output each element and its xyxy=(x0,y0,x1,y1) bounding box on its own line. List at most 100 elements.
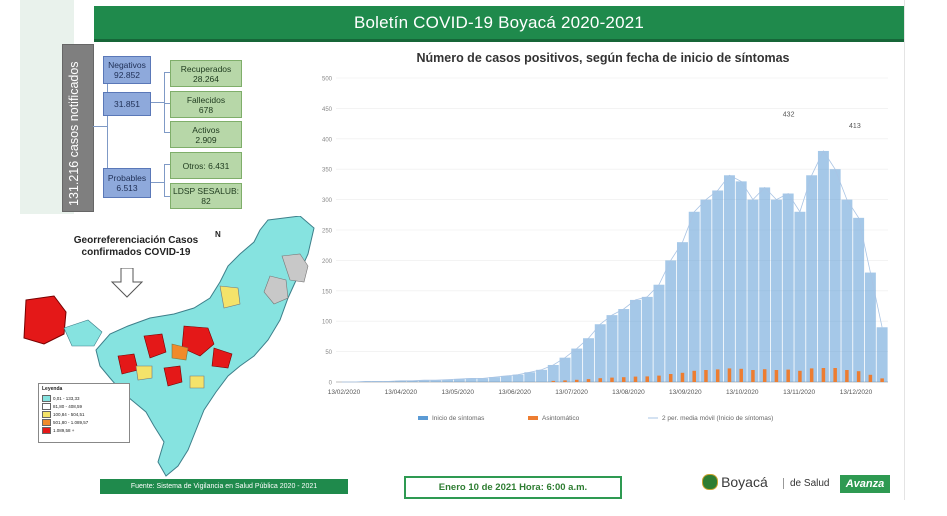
bar xyxy=(512,374,524,382)
asymptomatic-bar xyxy=(798,370,802,382)
otros-label: Otros: 6.431 xyxy=(182,160,230,171)
bar xyxy=(688,211,700,382)
bar xyxy=(618,309,630,382)
bar xyxy=(395,380,407,382)
asymptomatic-bar xyxy=(598,378,603,382)
bar xyxy=(817,150,829,382)
map-region xyxy=(135,365,153,381)
bar xyxy=(794,211,806,382)
y-tick-label: 100 xyxy=(322,320,333,326)
bar xyxy=(547,364,559,382)
y-tick-label: 200 xyxy=(322,259,333,265)
legend-label: 100,84 - 504,51 xyxy=(53,412,85,417)
connector xyxy=(150,102,164,103)
asymptomatic-bar xyxy=(762,369,767,382)
boyaca-logo: Boyacá xyxy=(702,474,768,490)
map-arrow-icon xyxy=(110,268,144,298)
bar xyxy=(536,369,548,382)
bar xyxy=(700,199,712,382)
legend-label: 2 per. media móvil (Inicio de síntomas) xyxy=(662,415,773,422)
negativos-label: Negativos xyxy=(108,60,146,70)
y-tick-label: 300 xyxy=(322,198,333,204)
x-tick-label: 13/07/2020 xyxy=(555,389,588,396)
confirmados-box: 31.851 xyxy=(103,92,151,116)
legend-label: 81,80 - 408,59 xyxy=(53,404,83,409)
peak-label: 432 xyxy=(783,111,795,118)
asymptomatic-bar xyxy=(551,380,556,382)
map-title: Georreferenciación Casos confirmados COV… xyxy=(73,235,199,258)
asymptomatic-bar xyxy=(621,377,626,382)
asymptomatic-bar xyxy=(563,380,567,382)
bar xyxy=(489,377,501,382)
bar xyxy=(442,379,454,382)
bar xyxy=(864,272,876,382)
boyaca-seal-icon xyxy=(702,474,718,490)
recuperados-value: 28.264 xyxy=(193,73,219,84)
connector xyxy=(164,103,170,104)
asymptomatic-bar xyxy=(786,369,790,382)
negativos-value: 92.852 xyxy=(114,70,140,80)
recuperados-box: Recuperados 28.264 xyxy=(170,60,242,87)
map-region xyxy=(281,253,309,283)
map-region xyxy=(189,375,205,389)
bar xyxy=(853,217,865,382)
negativos-box: Negativos 92.852 xyxy=(103,56,151,84)
x-tick-label: 13/04/2020 xyxy=(385,389,418,396)
legend-item: 501,80 - 1.089,57 xyxy=(42,419,126,426)
map-region xyxy=(143,333,167,359)
asymptomatic-bar xyxy=(680,372,685,382)
legend-label: 501,80 - 1.089,57 xyxy=(53,420,89,425)
fallecidos-box: Fallecidos 678 xyxy=(170,91,242,118)
legend-swatch xyxy=(418,416,428,420)
recuperados-label: Recuperados xyxy=(180,63,232,74)
x-tick-label: 13/05/2020 xyxy=(442,389,475,396)
bar xyxy=(876,327,888,382)
map-region xyxy=(23,295,67,345)
asymptomatic-bar xyxy=(739,368,743,382)
fallecidos-label: Fallecidos xyxy=(186,94,226,105)
asymptomatic-bar xyxy=(645,376,649,382)
asymptomatic-bar xyxy=(727,368,732,382)
legend-swatch xyxy=(42,427,51,434)
legend-label: Asintomático xyxy=(542,415,580,422)
legend-swatch xyxy=(42,411,51,418)
map-region xyxy=(219,285,241,309)
y-tick-label: 250 xyxy=(322,229,333,235)
ldsp-label: LDSP SESALUB: 82 xyxy=(173,186,239,206)
bar xyxy=(559,357,571,382)
bar xyxy=(630,299,641,382)
moving-average-line xyxy=(341,150,883,383)
bar xyxy=(782,193,794,382)
legend-label: Inicio de síntomas xyxy=(432,415,485,422)
boyaca-logo-text: Boyacá xyxy=(721,474,768,490)
legend-title: Leyenda xyxy=(42,386,63,392)
bar xyxy=(806,175,818,382)
legend-item: 1.089,58 + xyxy=(42,427,126,434)
bar xyxy=(770,199,782,382)
y-tick-label: 50 xyxy=(325,350,332,356)
fallecidos-value: 678 xyxy=(198,104,214,115)
asymptomatic-bar xyxy=(774,370,779,382)
connector xyxy=(164,132,170,133)
otros-box: Otros: 6.431 xyxy=(170,152,242,179)
y-tick-label: 400 xyxy=(322,137,333,143)
map-legend: Leyenda 0,01 - 133,33 81,80 - 408,59 100,8… xyxy=(38,383,130,443)
connector xyxy=(164,72,170,73)
map-region xyxy=(171,343,189,361)
bar xyxy=(759,187,771,382)
bar xyxy=(453,378,465,382)
connector xyxy=(107,68,108,182)
source-footer: Fuente: Sistema de Vigilancia en Salud P… xyxy=(100,479,348,494)
bar xyxy=(418,380,430,382)
legend-swatch xyxy=(528,416,538,420)
title-banner: Boletín COVID-19 Boyacá 2020-2021 xyxy=(94,6,904,42)
connector xyxy=(93,126,107,127)
bar xyxy=(676,242,688,382)
north-arrow-icon: N xyxy=(215,230,221,239)
x-tick-label: 13/09/2020 xyxy=(669,389,702,396)
avanza-logo: Avanza xyxy=(840,475,890,493)
asymptomatic-bar xyxy=(856,371,861,382)
asymptomatic-bar xyxy=(586,379,591,382)
bar xyxy=(606,315,618,382)
total-cases-box xyxy=(62,44,94,212)
